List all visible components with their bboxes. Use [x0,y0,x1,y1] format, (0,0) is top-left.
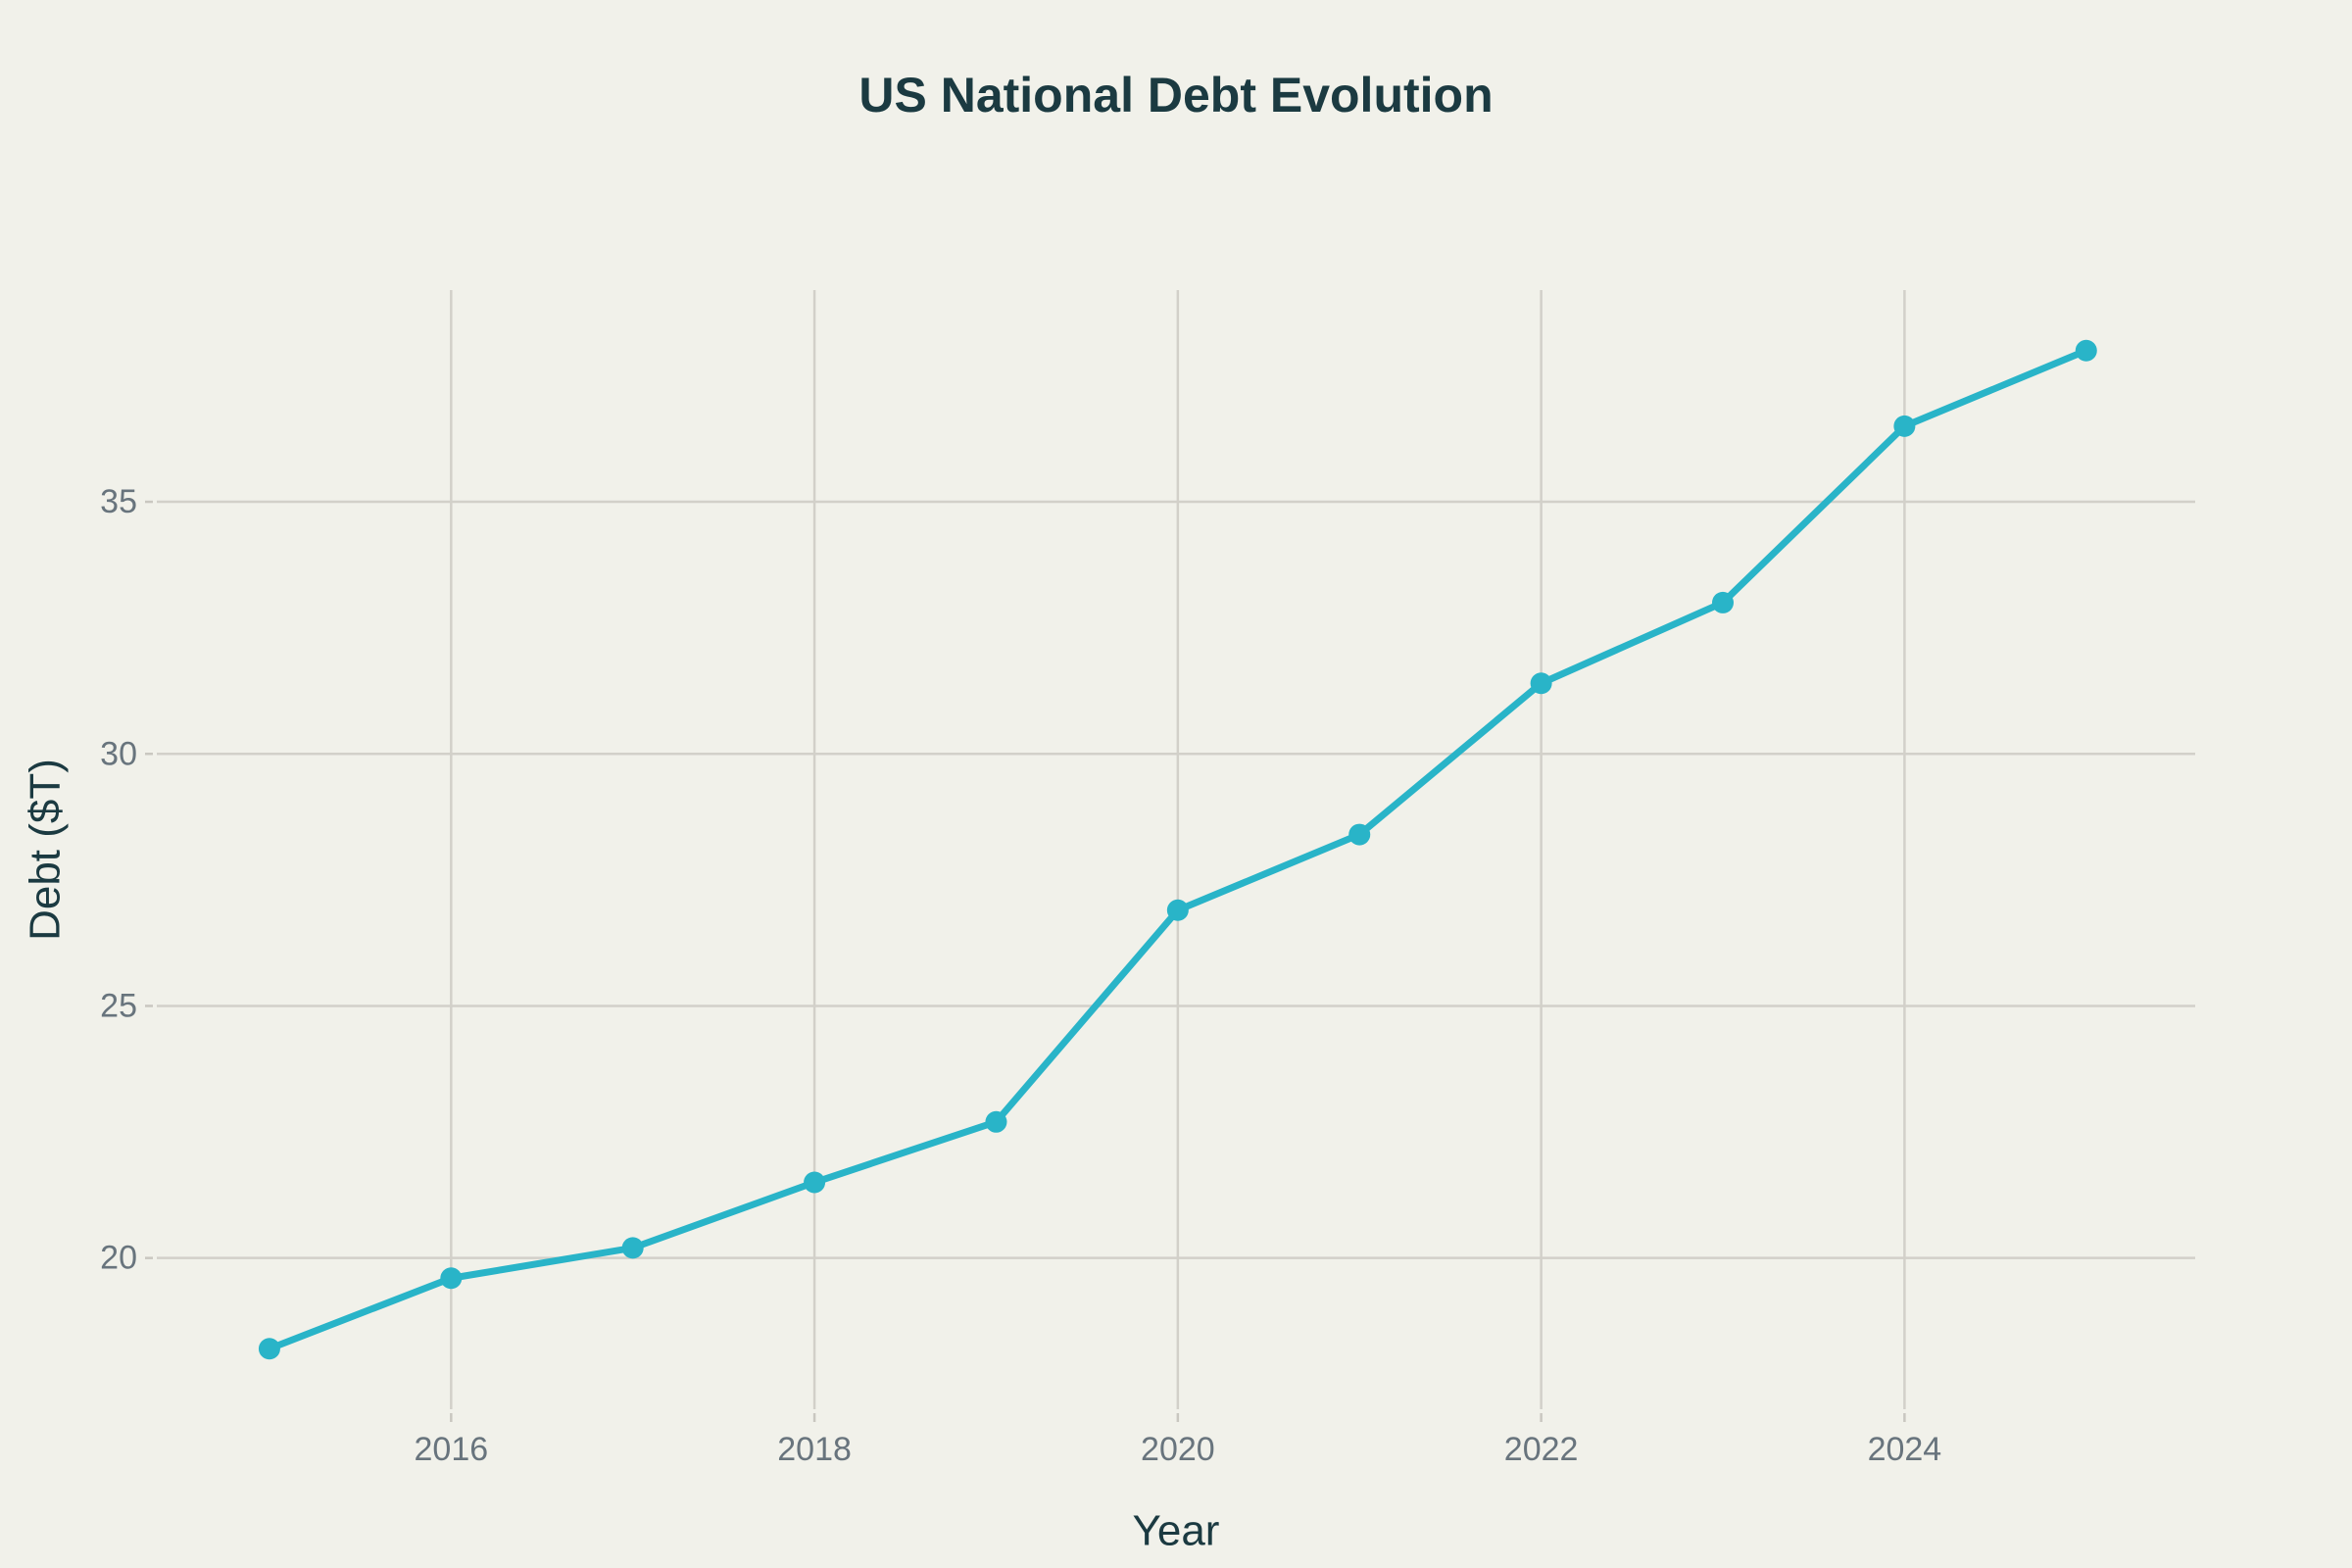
data-point[interactable] [985,1110,1007,1133]
data-points [258,339,2097,1360]
tick-marks [145,500,1906,1422]
y-axis-title: Debt ($T) [22,759,70,941]
gridlines [157,290,2195,1409]
y-tick-label: 35 [100,483,137,520]
data-point[interactable] [440,1267,463,1290]
chart-title: US National Debt Evolution [858,68,1493,122]
x-tick-label: 2020 [1141,1431,1215,1468]
x-tick-label: 2018 [777,1431,852,1468]
x-tick-label: 2016 [415,1431,489,1468]
data-point[interactable] [1712,591,1735,613]
x-tick-label: 2022 [1504,1431,1579,1468]
data-point[interactable] [258,1338,280,1360]
x-axis-title: Year [1133,1507,1220,1555]
data-point[interactable] [1348,823,1371,846]
plot-area[interactable] [157,290,2195,1409]
data-point[interactable] [2075,339,2097,362]
data-point[interactable] [1166,899,1189,921]
data-point[interactable] [621,1237,644,1259]
axis-tick-labels: 2016 2018 2020 2022 2024 20 25 30 35 [100,483,1941,1468]
y-tick-label: 20 [100,1240,137,1277]
data-point[interactable] [1893,415,1916,437]
y-tick-label: 25 [100,987,137,1024]
x-tick-label: 2024 [1868,1431,1942,1468]
data-point[interactable] [804,1171,826,1194]
y-tick-label: 30 [100,735,137,772]
data-point[interactable] [1530,672,1552,695]
